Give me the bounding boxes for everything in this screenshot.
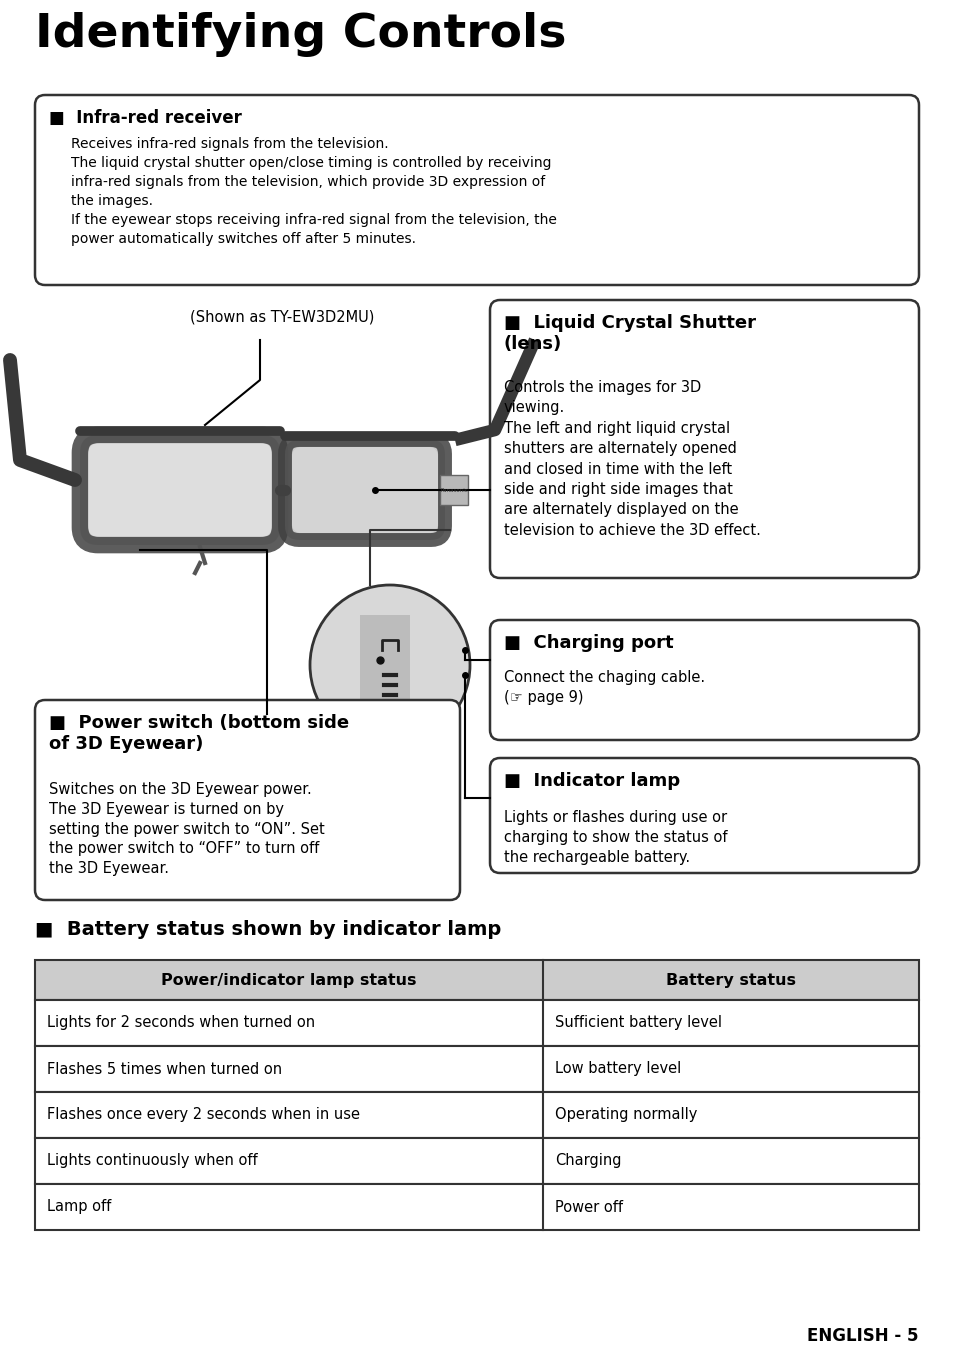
Text: Switches on the 3D Eyewear power.
The 3D Eyewear is turned on by
setting the pow: Switches on the 3D Eyewear power. The 3D… bbox=[49, 782, 324, 877]
Text: Receives infra-red signals from the television.
The liquid crystal shutter open/: Receives infra-red signals from the tele… bbox=[71, 137, 557, 246]
Bar bbox=[359, 615, 410, 715]
FancyBboxPatch shape bbox=[80, 436, 280, 546]
Text: ■  Liquid Crystal Shutter
(lens): ■ Liquid Crystal Shutter (lens) bbox=[503, 313, 755, 353]
FancyBboxPatch shape bbox=[490, 300, 918, 578]
Circle shape bbox=[310, 585, 470, 745]
Text: Flashes 5 times when turned on: Flashes 5 times when turned on bbox=[47, 1061, 282, 1076]
FancyBboxPatch shape bbox=[292, 446, 437, 533]
Text: Controls the images for 3D
viewing.
The left and right liquid crystal
shutters a: Controls the images for 3D viewing. The … bbox=[503, 380, 760, 537]
Text: ■  Charging port: ■ Charging port bbox=[503, 634, 673, 651]
Text: Charging: Charging bbox=[555, 1153, 620, 1168]
Bar bbox=[35, 1046, 918, 1092]
Text: Flashes once every 2 seconds when in use: Flashes once every 2 seconds when in use bbox=[47, 1107, 359, 1122]
Text: ■  Indicator lamp: ■ Indicator lamp bbox=[503, 772, 679, 790]
Text: ■  Infra-red receiver: ■ Infra-red receiver bbox=[49, 109, 242, 128]
Text: Low battery level: Low battery level bbox=[555, 1061, 680, 1076]
Text: Lights continuously when off: Lights continuously when off bbox=[47, 1153, 257, 1168]
FancyBboxPatch shape bbox=[490, 620, 918, 740]
Text: Sufficient battery level: Sufficient battery level bbox=[555, 1015, 721, 1030]
Text: ENGLISH - 5: ENGLISH - 5 bbox=[806, 1327, 918, 1345]
Text: Power/indicator lamp status: Power/indicator lamp status bbox=[161, 973, 416, 988]
Text: Panasonic: Panasonic bbox=[439, 487, 467, 493]
FancyBboxPatch shape bbox=[285, 440, 444, 540]
Text: ■  Power switch (bottom side
of 3D Eyewear): ■ Power switch (bottom side of 3D Eyewea… bbox=[49, 714, 349, 753]
FancyBboxPatch shape bbox=[35, 700, 459, 900]
Bar bbox=[35, 1092, 918, 1139]
Text: Battery status: Battery status bbox=[665, 973, 795, 988]
Bar bbox=[35, 1000, 918, 1046]
Text: Lamp off: Lamp off bbox=[47, 1200, 112, 1215]
Bar bbox=[35, 1185, 918, 1229]
FancyBboxPatch shape bbox=[88, 442, 272, 537]
Bar bbox=[439, 475, 468, 505]
FancyBboxPatch shape bbox=[35, 95, 918, 285]
Bar bbox=[35, 959, 918, 1000]
Text: Operating normally: Operating normally bbox=[555, 1107, 697, 1122]
Text: Connect the chaging cable.
(☞ page 9): Connect the chaging cable. (☞ page 9) bbox=[503, 670, 704, 704]
Text: Lights for 2 seconds when turned on: Lights for 2 seconds when turned on bbox=[47, 1015, 314, 1030]
Text: (Shown as TY-EW3D2MU): (Shown as TY-EW3D2MU) bbox=[190, 309, 374, 324]
Text: Identifying Controls: Identifying Controls bbox=[35, 12, 566, 57]
FancyBboxPatch shape bbox=[490, 759, 918, 873]
Text: ■  Battery status shown by indicator lamp: ■ Battery status shown by indicator lamp bbox=[35, 920, 500, 939]
Text: Power off: Power off bbox=[555, 1200, 622, 1215]
Bar bbox=[35, 1139, 918, 1185]
Text: Lights or flashes during use or
charging to show the status of
the rechargeable : Lights or flashes during use or charging… bbox=[503, 810, 727, 864]
